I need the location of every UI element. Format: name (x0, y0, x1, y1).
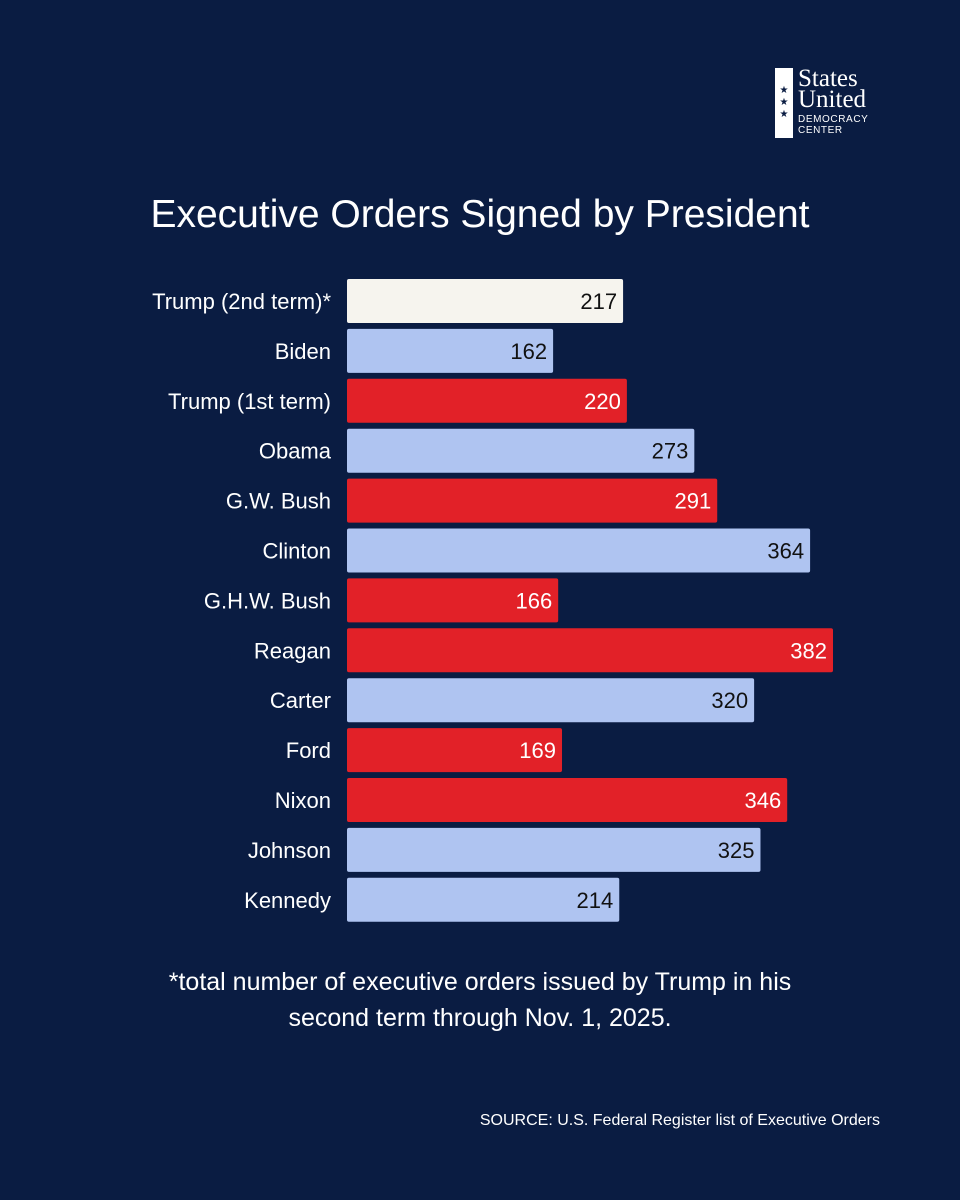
value-label-johnson: 325 (718, 838, 755, 863)
bar-g-h-w-bush (347, 578, 559, 623)
footnote: *total number of executive orders issued… (0, 964, 960, 1036)
footnote-line-1: *total number of executive orders issued… (168, 968, 792, 996)
value-label-g-h-w-bush: 166 (515, 588, 552, 613)
logo-line-states: States (798, 65, 858, 92)
bar-kennedy (347, 877, 620, 922)
value-label-kennedy: 214 (577, 888, 614, 913)
value-label-trump-2nd-term: 217 (580, 289, 617, 314)
bar-trump-2nd-term (347, 279, 624, 323)
category-label-obama: Obama (259, 439, 332, 464)
star-icon: ★ (779, 97, 789, 108)
logo-line-center: CENTER (798, 125, 843, 136)
category-label-johnson: Johnson (248, 838, 331, 863)
value-label-nixon: 346 (744, 788, 781, 813)
category-label-trump-2nd-term: Trump (2nd term)* (152, 289, 331, 314)
states-united-logo: ★ ★ ★ States United DEMOCRACY CENTER (775, 65, 869, 138)
value-label-g-w-bush: 291 (675, 489, 712, 514)
value-label-clinton: 364 (767, 539, 804, 564)
logo-wordmark: States United DEMOCRACY CENTER (798, 65, 869, 138)
logo-line-democracy: DEMOCRACY (798, 114, 869, 125)
bar-johnson (347, 827, 761, 872)
bar-nixon (347, 778, 788, 822)
star-icon: ★ (779, 85, 789, 96)
bar-carter (347, 678, 755, 723)
category-label-g-h-w-bush: G.H.W. Bush (204, 588, 331, 613)
bar-ford (347, 728, 563, 773)
chart-title: Executive Orders Signed by President (150, 193, 810, 236)
bar-reagan (347, 628, 833, 673)
category-label-reagan: Reagan (254, 638, 331, 663)
category-label-clinton: Clinton (263, 539, 331, 564)
category-label-trump-1st-term: Trump (1st term) (168, 389, 331, 414)
source-note: SOURCE: U.S. Federal Register list of Ex… (479, 1112, 880, 1129)
category-label-ford: Ford (286, 738, 331, 763)
category-label-biden: Biden (275, 339, 331, 364)
bar-clinton (347, 528, 811, 573)
category-label-carter: Carter (270, 688, 331, 713)
bar-g-w-bush (347, 478, 718, 523)
value-label-reagan: 382 (790, 638, 827, 663)
value-label-biden: 162 (510, 339, 547, 364)
value-label-ford: 169 (519, 738, 556, 763)
category-label-nixon: Nixon (275, 788, 331, 813)
value-label-trump-1st-term: 220 (584, 389, 621, 414)
logo-star-bar: ★ ★ ★ (775, 68, 793, 138)
bar-trump-1st-term (347, 378, 627, 423)
category-label-g-w-bush: G.W. Bush (226, 489, 331, 514)
bar-obama (347, 428, 695, 473)
star-icon: ★ (779, 109, 789, 120)
logo-line-united: United (798, 86, 867, 113)
category-label-kennedy: Kennedy (244, 888, 331, 913)
value-label-carter: 320 (711, 688, 748, 713)
value-label-obama: 273 (652, 439, 689, 464)
footnote-line-2: second term through Nov. 1, 2025. (288, 1004, 672, 1032)
bar-biden (347, 328, 554, 373)
